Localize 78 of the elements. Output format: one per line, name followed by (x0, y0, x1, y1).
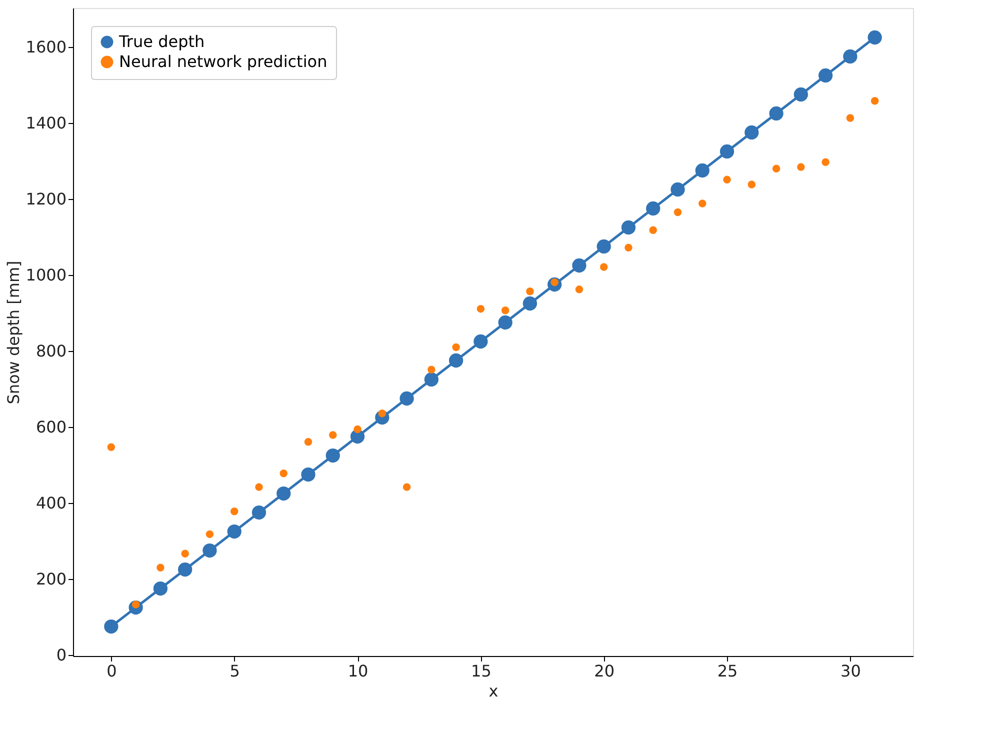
point (870, 97, 879, 105)
point (452, 343, 460, 352)
point (695, 163, 710, 178)
point (575, 286, 584, 294)
x-tick-label: 15 (471, 662, 492, 680)
point (156, 564, 164, 572)
point (744, 125, 759, 140)
point (476, 304, 485, 313)
legend-label: True depth (118, 32, 205, 51)
y-tick-label: 1000 (26, 265, 66, 284)
point (230, 508, 238, 516)
point (255, 483, 263, 491)
x-tick-label: 5 (230, 662, 240, 680)
y-tick-label: 1200 (26, 189, 66, 208)
point (621, 220, 636, 235)
point (301, 467, 316, 482)
y-tick-label: 600 (36, 418, 66, 437)
point (846, 114, 854, 122)
point (178, 562, 192, 577)
point (474, 334, 488, 349)
point (276, 486, 291, 501)
point (818, 68, 833, 83)
point (600, 263, 608, 271)
x-tick-label: 10 (348, 662, 368, 680)
y-axis-title: Snow depth [mm] (4, 260, 23, 404)
point (646, 201, 660, 216)
point (723, 176, 731, 184)
point (424, 372, 438, 387)
y-tick-label: 1600 (26, 37, 66, 56)
point (522, 296, 538, 311)
x-tick-label: 30 (840, 662, 861, 680)
x-tick-label: 0 (106, 662, 117, 680)
point (843, 49, 858, 64)
point (698, 200, 706, 208)
y-tick-label: 800 (36, 342, 66, 361)
point (428, 366, 436, 374)
point (181, 550, 189, 558)
point (822, 158, 830, 166)
point (670, 182, 685, 197)
point (202, 543, 217, 558)
point (572, 258, 586, 273)
x-tick-label: 20 (594, 662, 615, 680)
point (674, 208, 682, 216)
point (649, 226, 657, 234)
y-tick-label: 400 (36, 494, 66, 513)
y-tick-label: 0 (56, 646, 66, 665)
point (378, 409, 386, 418)
point (104, 619, 118, 634)
point (748, 180, 756, 188)
point (794, 87, 808, 102)
point (329, 431, 337, 439)
x-tick-label: 25 (717, 662, 738, 680)
point (624, 244, 632, 252)
point (354, 425, 362, 434)
point (304, 438, 312, 446)
point (720, 144, 734, 159)
y-tick-label: 200 (36, 570, 66, 589)
point (501, 306, 510, 314)
point (107, 443, 116, 452)
point (280, 470, 288, 478)
point (797, 163, 805, 171)
point (402, 483, 411, 491)
x-axis-title: x (488, 682, 498, 700)
point (400, 391, 414, 406)
point (448, 353, 464, 368)
point (526, 287, 534, 296)
point (868, 30, 882, 45)
point (498, 315, 512, 330)
point (326, 448, 340, 463)
y-tick-label: 1400 (26, 113, 66, 132)
point (772, 164, 780, 172)
legend-label: Neural network prediction (119, 52, 328, 71)
point (227, 524, 242, 539)
point (206, 530, 214, 538)
point (252, 505, 266, 520)
point (769, 106, 784, 121)
point (596, 239, 611, 254)
point (153, 581, 168, 596)
